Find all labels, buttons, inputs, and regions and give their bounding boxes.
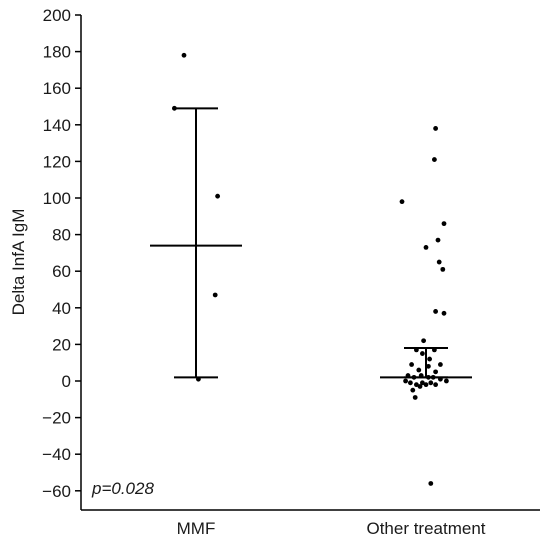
data-point [417,384,423,389]
data-point [436,259,442,265]
y-tick-label: 80 [52,226,71,245]
y-tick-label: −40 [42,445,71,464]
y-tick-label: 20 [52,335,71,354]
data-point [172,105,177,111]
data-point [430,374,436,380]
data-point [426,363,431,369]
y-tick-label: 160 [43,79,71,98]
data-point [418,373,424,378]
data-point [432,157,437,162]
data-point [432,347,437,353]
data-point [433,126,438,131]
data-point [427,356,432,362]
y-tick-label: −60 [42,482,71,501]
data-point [441,221,447,227]
p-value-annotation: p=0.028 [91,479,154,498]
data-point [412,395,418,400]
data-point [441,310,447,316]
y-tick-label: 180 [43,43,71,62]
data-point [405,373,411,378]
data-point [181,52,187,58]
error-bars [150,107,472,379]
data-point [399,199,405,205]
data-point [444,378,449,384]
data-point [420,380,425,386]
x-category-labels: MMF Other treatment [177,519,486,538]
data-point [428,380,434,386]
y-tick-label: 200 [43,6,71,25]
data-point [409,362,414,367]
y-tick-label: −20 [42,409,71,428]
data-point [410,387,416,393]
data-point [423,245,429,250]
data-point [433,369,438,375]
data-point [414,347,419,353]
data-point [438,362,443,367]
data-points [172,52,449,486]
y-tick-label: 140 [43,116,71,135]
data-point [196,376,201,382]
data-point [403,378,408,384]
data-point [212,292,218,298]
data-point [414,382,419,388]
data-point [423,382,429,388]
data-point [440,266,446,272]
data-point [433,309,438,314]
data-point [421,338,426,344]
data-point [426,374,431,380]
y-ticks [75,14,81,492]
y-axis-label: Delta InfA IgM [9,209,28,316]
y-tick-label: 40 [52,299,71,318]
y-tick-label: 120 [43,152,71,171]
data-point [435,237,441,243]
data-point [416,367,422,373]
data-point [428,481,434,486]
data-point [411,374,417,380]
data-point [408,380,413,386]
data-point [433,382,438,388]
data-point [215,193,221,199]
y-tick-label: 0 [62,372,71,391]
x-category-label: MMF [177,519,216,538]
x-category-label: Other treatment [366,519,485,538]
y-tick-label: 100 [43,189,71,208]
data-point [438,376,443,382]
y-tick-label: 60 [52,262,71,281]
data-point [420,351,425,356]
